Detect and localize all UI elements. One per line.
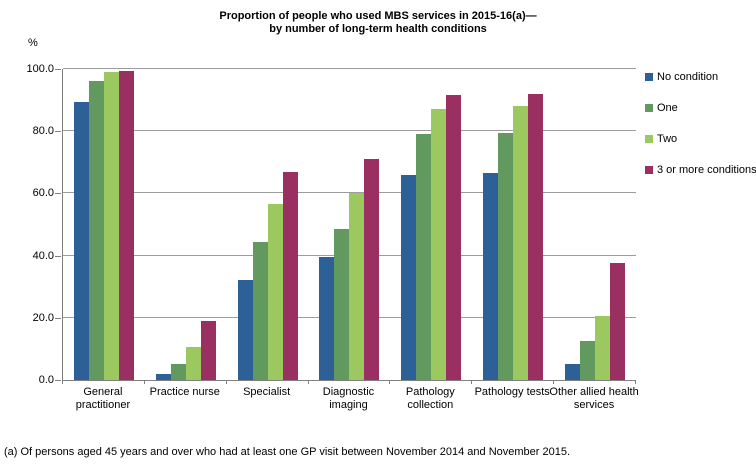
- bar-group-1: [145, 320, 227, 380]
- y-tick-mark: [55, 69, 61, 70]
- bar-group-0: [63, 70, 145, 380]
- bar: [401, 174, 417, 380]
- legend-item-1: One: [645, 102, 678, 114]
- bar: [200, 320, 216, 380]
- y-tick-label-100.0: 100.0: [26, 63, 54, 75]
- legend-marker-icon: [645, 73, 653, 81]
- footnote: (a) Of persons aged 45 years and over wh…: [4, 446, 571, 458]
- legend-item-0: No condition: [645, 71, 718, 83]
- bar: [88, 81, 104, 380]
- y-tick-mark: [55, 255, 61, 257]
- y-tick-label-20.0: 20.0: [32, 311, 54, 324]
- bar: [237, 280, 253, 380]
- x-category-label: Pathology tests: [474, 386, 550, 398]
- legend-marker-icon: [645, 166, 653, 174]
- y-tick-mark: [55, 380, 61, 381]
- bar: [319, 257, 335, 380]
- y-axis-unit-label: %: [28, 37, 38, 49]
- bar: [252, 241, 268, 380]
- bar: [155, 373, 171, 380]
- bar: [580, 341, 596, 380]
- bar-group-2: [227, 171, 309, 380]
- x-category-label: Specialist: [243, 386, 291, 398]
- legend-label: No condition: [657, 71, 719, 83]
- chart-title-line2: by number of long-term health conditions: [269, 23, 487, 35]
- y-tick-label-80.0: 80.0: [32, 125, 54, 138]
- gridline-80: [63, 130, 636, 132]
- x-category-label: Diagnostic imaging: [322, 386, 375, 411]
- x-tick-mark: [553, 380, 555, 384]
- bar: [364, 159, 380, 380]
- bar: [170, 364, 186, 380]
- y-tick-mark: [55, 317, 61, 319]
- bar: [334, 229, 350, 380]
- x-tick-mark: [635, 380, 636, 384]
- bar: [528, 93, 544, 380]
- bar: [73, 101, 89, 380]
- chart-title-line1: Proportion of people who used MBS servic…: [219, 10, 537, 22]
- x-category-label: Other allied health services: [549, 386, 639, 411]
- x-category-label: Pathology collection: [405, 386, 455, 411]
- x-category-label: General practitioner: [75, 386, 131, 411]
- x-category-label: Practice nurse: [149, 386, 220, 398]
- bar: [610, 263, 626, 380]
- chart-title: Proportion of people who used MBS servic…: [0, 10, 756, 36]
- bar: [431, 109, 447, 380]
- bar-group-5: [472, 93, 554, 380]
- bar: [595, 316, 611, 380]
- x-tick-mark: [225, 380, 227, 384]
- bar: [416, 134, 432, 380]
- x-tick-mark: [389, 380, 391, 384]
- x-tick-mark: [307, 380, 309, 384]
- y-tick-mark: [55, 131, 61, 133]
- x-tick-mark: [62, 380, 63, 384]
- bar: [483, 173, 499, 380]
- bar: [498, 132, 514, 380]
- bar: [349, 193, 365, 380]
- gridline-100: [63, 68, 636, 69]
- bar: [185, 347, 201, 380]
- legend-item-2: Two: [645, 133, 677, 145]
- legend-label: 3 or more conditions: [657, 164, 756, 176]
- legend-label: Two: [657, 133, 678, 145]
- bar-group-6: [554, 263, 636, 380]
- bar: [282, 171, 298, 380]
- bar: [446, 95, 462, 380]
- bar-group-3: [309, 159, 391, 380]
- y-tick-mark: [55, 193, 61, 195]
- x-tick-mark: [471, 380, 473, 384]
- y-tick-label-60.0: 60.0: [32, 187, 54, 200]
- legend-marker-icon: [645, 104, 653, 112]
- legend-marker-icon: [645, 135, 653, 143]
- y-tick-label-40.0: 40.0: [32, 249, 54, 262]
- bar: [118, 70, 134, 380]
- bar: [103, 72, 119, 380]
- plot-area: [62, 68, 636, 381]
- bar-group-4: [390, 95, 472, 380]
- bar: [267, 204, 283, 380]
- bar: [513, 106, 529, 380]
- legend-label: One: [657, 102, 678, 114]
- x-tick-mark: [143, 380, 145, 384]
- bar: [565, 364, 581, 380]
- gridline-60: [63, 192, 636, 194]
- y-tick-label-0.0: 0.0: [38, 374, 54, 386]
- legend-item-3: 3 or more conditions: [645, 164, 756, 176]
